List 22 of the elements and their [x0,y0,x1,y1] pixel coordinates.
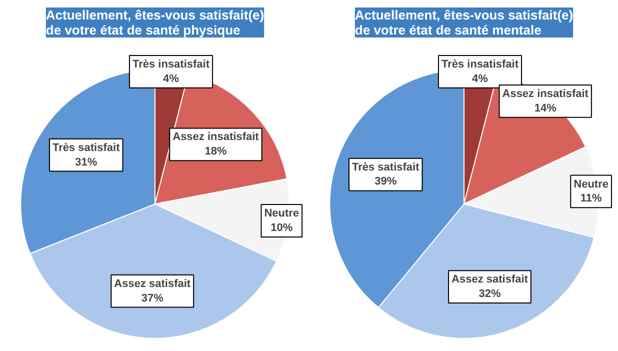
data-label: 18% [204,146,227,158]
data-label: 11% [580,192,602,205]
data-label: 10% [270,222,293,234]
slice-label: Assez insatisfait [172,131,260,144]
data-label: 4% [163,72,180,85]
data-label: 4% [472,72,488,85]
slice-label: Neutre [574,178,608,190]
chart-title: Actuellement, êtes-vous satisfait(e) de votre état de santé mentale [354,8,574,38]
slice-label: Assez satisfait [114,278,191,290]
slice-label: Très satisfait [352,161,420,174]
chart-title: Actuellement, êtes-vous satisfait(e) de votre état de santé physique [46,8,264,38]
data-label: 37% [141,292,164,304]
data-label: 14% [534,102,557,114]
data-label: 32% [478,288,501,300]
slice-label: Neutre [264,208,300,220]
data-label: 39% [374,176,397,188]
slice-label: Assez insatisfait [502,88,589,100]
slice-label: Très satisfait [52,142,120,154]
slice-label: Assez satisfait [452,274,528,286]
data-label: 31% [75,156,98,168]
slice-label: Très insatisfait [132,58,210,70]
slice-label: Très insatisfait [441,58,519,70]
